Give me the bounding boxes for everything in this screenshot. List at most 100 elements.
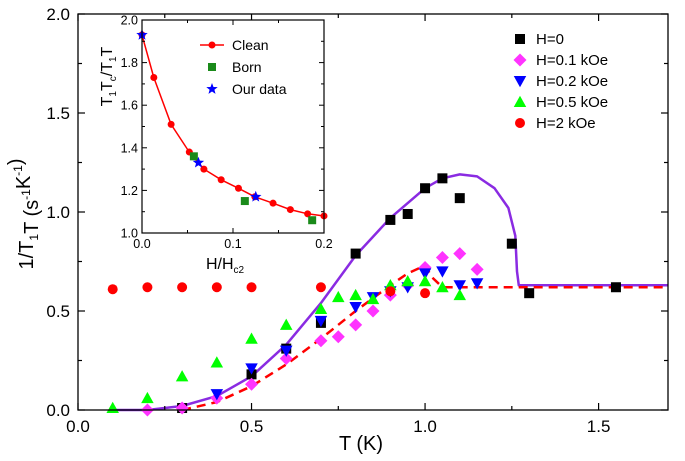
- y-axis-label-part: -1: [11, 165, 25, 176]
- data-point-circle: [142, 282, 153, 293]
- inset-y-label-part: T: [99, 46, 116, 56]
- legend-label: H=0: [536, 31, 564, 48]
- x-tick-label: 1.0: [413, 417, 437, 436]
- data-point-square: [385, 214, 396, 225]
- data-point-square: [524, 288, 535, 299]
- data-point-circle: [315, 282, 326, 293]
- data-point-circle: [211, 282, 222, 293]
- inset-clean-point: [217, 176, 225, 184]
- main-plot: 0.0 0.5 1.0 1.50.00.51.01.52.0T (K)1/T1T (s…: [5, 5, 669, 455]
- data-point-square: [350, 248, 361, 259]
- legend-marker: [513, 76, 527, 88]
- data-point-triangle-up: [349, 288, 362, 301]
- y-tick-label: 1.0: [46, 203, 70, 222]
- inset-y-tick-label: 1.4: [121, 141, 138, 155]
- inset-x-label-part: H/H: [206, 256, 234, 273]
- legend-label: H=0.1 kOe: [536, 52, 608, 69]
- y-axis-label-part: ): [5, 158, 27, 165]
- data-point-triangle-up: [418, 275, 432, 287]
- inset-legend-marker: [208, 63, 216, 71]
- y-axis-label-part: 1/T: [16, 241, 38, 270]
- inset-legend-label: Clean: [232, 37, 269, 53]
- legend-marker: [513, 53, 527, 67]
- y-tick-label: 1.5: [46, 104, 70, 123]
- inset-clean-point: [200, 165, 208, 173]
- data-point-circle: [177, 282, 188, 293]
- inset-born-point: [308, 216, 317, 225]
- data-point-triangle-down: [279, 345, 293, 357]
- inset-y-tick-label: 1.8: [121, 56, 138, 70]
- inset-y-label-part: /T: [99, 62, 116, 76]
- data-point-triangle-up: [141, 391, 154, 404]
- data-point-triangle-down: [314, 315, 328, 328]
- inset-clean-point: [286, 206, 294, 214]
- data-point-circle: [246, 282, 257, 293]
- inset-clean-point: [167, 120, 175, 128]
- data-point-triangle-up: [279, 318, 293, 330]
- data-point-square: [420, 183, 431, 194]
- data-point-square: [506, 238, 517, 249]
- inset-y-tick-label: 1.2: [121, 184, 138, 198]
- y-axis-label: 1/T1T (s-1K-1): [5, 158, 43, 269]
- inset-clean-point: [269, 199, 277, 207]
- inset-y-label-part: c: [108, 76, 119, 81]
- y-axis-label-part: T (s: [21, 200, 43, 234]
- data-point-diamond: [331, 330, 345, 344]
- inset-clean-point: [150, 74, 158, 82]
- y-tick-label: 0.0: [46, 401, 70, 420]
- data-point-diamond: [453, 247, 467, 261]
- data-point-triangle-up: [332, 290, 345, 303]
- y-axis-label-part: -1: [19, 189, 33, 200]
- x-tick-label: 1.5: [587, 417, 611, 436]
- inset-y-label-part: T: [99, 96, 116, 106]
- inset-clean-point: [304, 210, 312, 218]
- data-point-triangle-up: [453, 288, 467, 301]
- data-point-triangle-up: [436, 280, 449, 293]
- inset-clean-point: [234, 184, 242, 192]
- legend-label: H=2 kOe: [536, 115, 596, 132]
- inset-y-tick-label: 1.6: [121, 99, 138, 113]
- inset-y-label-part: T: [99, 81, 116, 91]
- data-point-diamond: [245, 377, 259, 391]
- data-point-square: [402, 208, 413, 219]
- inset-x-tick-label: 0.0: [133, 237, 150, 251]
- inset-y-axis-label: T1Tc/T1T: [99, 46, 119, 106]
- data-point-circle: [385, 286, 396, 297]
- data-point-diamond: [435, 251, 449, 265]
- data-point-triangle-up: [175, 370, 189, 382]
- inset-y-label-part: 1: [108, 56, 119, 62]
- legend-label: H=0.5 kOe: [536, 94, 608, 111]
- legend-marker: [515, 34, 525, 44]
- inset-legend-label: Born: [232, 59, 262, 75]
- data-point-triangle-down: [245, 363, 258, 375]
- data-point-square: [610, 282, 621, 293]
- legend-label: H=0.2 kOe: [536, 73, 608, 90]
- inset-our-data-point: [192, 156, 205, 168]
- y-tick-label: 0.5: [46, 302, 70, 321]
- inset-y-tick-label: 2.0: [121, 14, 138, 28]
- data-point-triangle-up: [245, 332, 258, 344]
- inset-born-point: [240, 197, 249, 206]
- fit-curve-dashed: [181, 264, 668, 412]
- y-axis-label-part: 1: [27, 234, 41, 241]
- fit-curve-solid: [112, 173, 668, 412]
- legend-marker: [515, 118, 525, 128]
- x-axis-label: T (K): [339, 433, 383, 455]
- data-point-diamond: [175, 401, 189, 415]
- data-point-diamond: [279, 352, 293, 366]
- inset-x-axis-label: H/Hc2: [206, 256, 245, 276]
- inset-legend-label: Our data: [232, 81, 287, 97]
- data-point-triangle-down: [453, 280, 467, 292]
- data-point-square: [437, 173, 448, 184]
- y-tick-label: 2.0: [46, 5, 70, 24]
- data-point-triangle-up: [210, 356, 224, 368]
- data-point-diamond: [470, 262, 484, 276]
- legend-marker: [513, 95, 527, 107]
- data-point-triangle-up: [314, 302, 328, 315]
- inset-y-label-part: 1: [108, 91, 119, 97]
- data-point-triangle-down: [436, 266, 449, 278]
- data-point-triangle-up: [366, 292, 380, 305]
- inset-legend-marker: [208, 41, 216, 49]
- data-point-triangle-down: [349, 302, 362, 314]
